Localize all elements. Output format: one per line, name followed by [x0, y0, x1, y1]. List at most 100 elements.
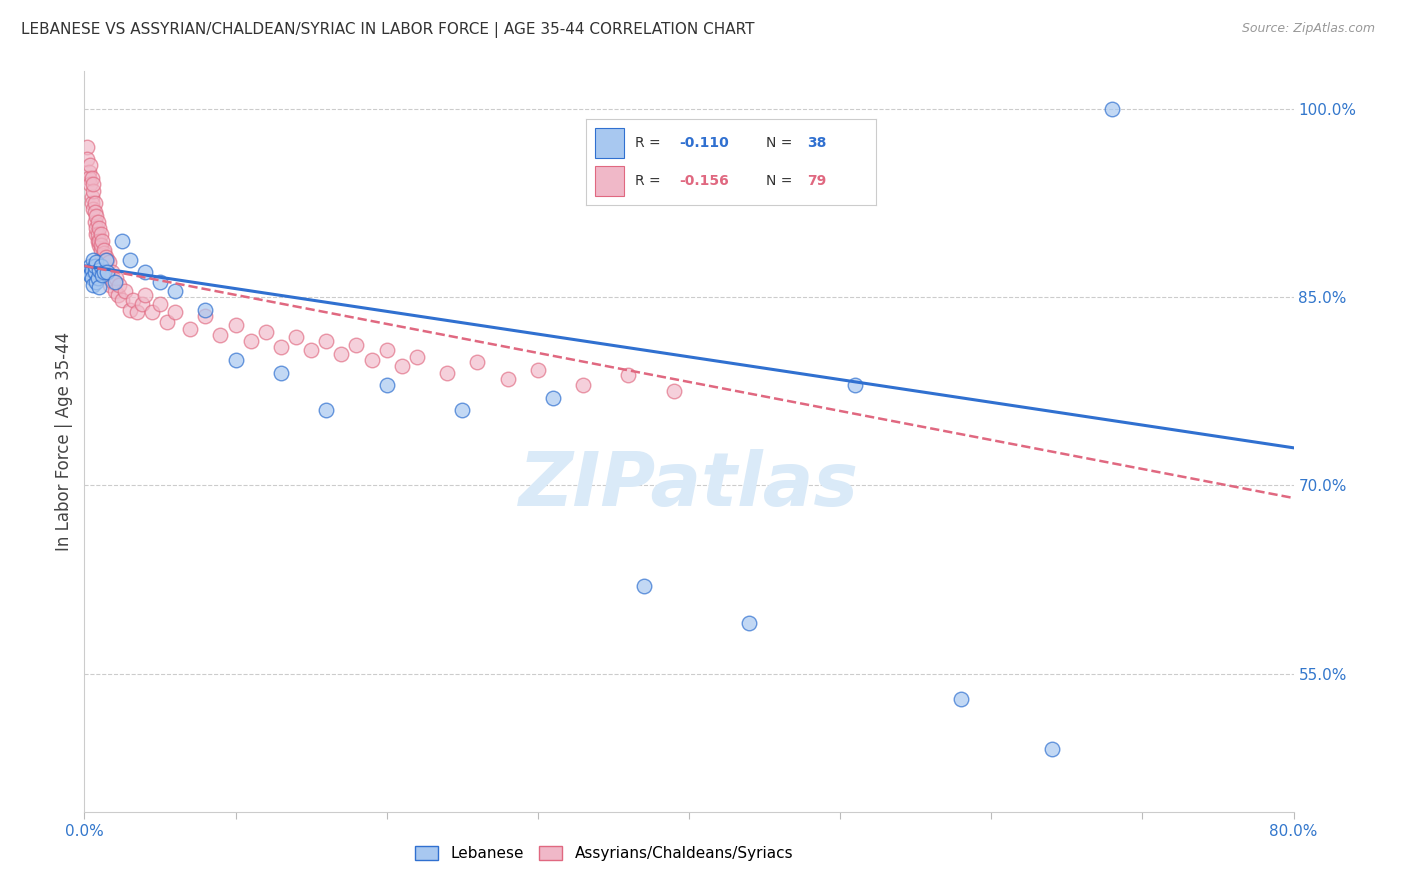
Point: [80, 190, 103, 204]
Point: [79, 178, 101, 192]
Point: [94, 250, 117, 264]
Point: [105, 271, 128, 285]
Point: [104, 284, 127, 298]
Point: [79, 259, 101, 273]
Point: [165, 284, 187, 298]
Point: [84, 196, 107, 211]
Point: [89, 221, 111, 235]
Point: [94, 262, 117, 277]
Point: [496, 372, 519, 386]
Point: [93, 246, 115, 260]
Point: [209, 327, 232, 342]
Point: [89, 234, 111, 248]
Point: [225, 353, 247, 368]
Point: [406, 351, 429, 365]
Point: [84, 215, 107, 229]
Point: [225, 318, 247, 332]
Point: [375, 378, 398, 392]
Point: [93, 259, 115, 273]
Point: [617, 368, 640, 382]
Point: [79, 159, 101, 173]
Text: Source: ZipAtlas.com: Source: ZipAtlas.com: [1241, 22, 1375, 36]
Point: [77, 165, 100, 179]
Point: [194, 309, 217, 323]
Point: [86, 255, 108, 269]
Point: [101, 275, 124, 289]
Point: [134, 265, 156, 279]
Point: [87, 271, 110, 285]
Point: [141, 305, 163, 319]
Point: [131, 296, 153, 310]
Point: [738, 616, 761, 631]
Point: [134, 287, 156, 301]
Point: [82, 178, 104, 192]
Y-axis label: In Labor Force | Age 35-44: In Labor Force | Age 35-44: [55, 332, 73, 551]
Text: LEBANESE VS ASSYRIAN/CHALDEAN/SYRIAC IN LABOR FORCE | AGE 35-44 CORRELATION CHAR: LEBANESE VS ASSYRIAN/CHALDEAN/SYRIAC IN …: [21, 22, 755, 38]
Bar: [595, 166, 624, 196]
Point: [96, 252, 118, 267]
Point: [90, 227, 112, 242]
Point: [89, 237, 111, 252]
Point: [194, 302, 217, 317]
Point: [108, 277, 131, 292]
Point: [76, 152, 98, 166]
Point: [844, 378, 866, 392]
Point: [90, 237, 112, 252]
Point: [96, 265, 118, 279]
Point: [527, 363, 550, 377]
Point: [451, 403, 474, 417]
Point: [254, 326, 277, 340]
Point: [111, 234, 134, 248]
Point: [107, 287, 129, 301]
Point: [315, 403, 337, 417]
Point: [436, 366, 458, 380]
Point: [149, 275, 172, 289]
Point: [79, 268, 101, 282]
Point: [330, 347, 353, 361]
Point: [391, 359, 413, 374]
Point: [239, 334, 262, 348]
Bar: [595, 128, 624, 158]
Point: [165, 305, 187, 319]
Point: [86, 227, 108, 242]
Text: N =: N =: [766, 136, 797, 150]
Text: R =: R =: [636, 174, 665, 188]
Text: R =: R =: [636, 136, 665, 150]
Point: [82, 277, 104, 292]
Point: [91, 250, 114, 264]
Point: [80, 171, 103, 186]
Point: [84, 265, 107, 279]
Point: [127, 305, 149, 319]
Point: [97, 271, 120, 285]
Point: [86, 209, 108, 223]
Point: [96, 265, 118, 279]
Text: -0.110: -0.110: [679, 136, 728, 150]
Point: [285, 330, 308, 344]
Point: [114, 284, 136, 298]
Point: [84, 205, 107, 219]
Point: [179, 321, 201, 335]
Point: [1040, 742, 1063, 756]
Point: [662, 384, 685, 399]
Point: [315, 334, 337, 348]
Point: [77, 265, 100, 279]
Point: [80, 196, 103, 211]
Point: [467, 355, 489, 369]
Point: [98, 277, 121, 292]
Point: [89, 280, 111, 294]
Point: [97, 255, 120, 269]
Point: [87, 234, 110, 248]
Point: [84, 259, 107, 273]
Text: 79: 79: [807, 174, 825, 188]
Point: [86, 221, 108, 235]
Point: [82, 184, 104, 198]
Point: [346, 338, 368, 352]
Point: [121, 293, 143, 307]
Point: [82, 202, 104, 217]
Point: [87, 215, 110, 229]
Point: [270, 366, 292, 380]
Point: [118, 252, 141, 267]
Point: [375, 343, 398, 357]
Point: [299, 343, 322, 357]
Point: [633, 579, 655, 593]
